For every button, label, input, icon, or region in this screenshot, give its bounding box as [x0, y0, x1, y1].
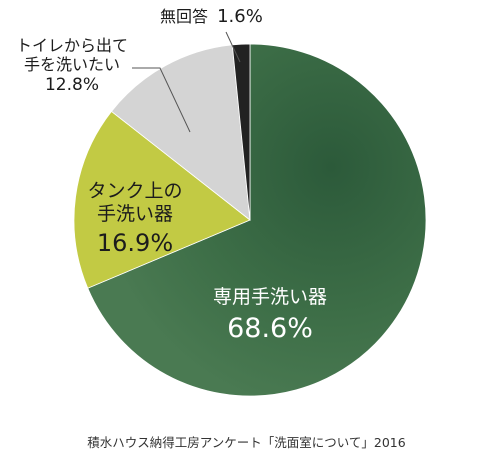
slice-tank: [73, 110, 251, 289]
slice-label-tank-name-2: 手洗い器: [96, 202, 173, 225]
slice-label-toilet-name-2: 手を洗いたい: [23, 55, 120, 75]
slice-label-tank-value: 16.9%: [96, 228, 174, 257]
slice-label-main-name: 専用手洗い器: [212, 286, 327, 308]
slice-main: [87, 43, 427, 397]
leader-line-toilet: [132, 67, 191, 133]
source-caption: 積水ハウス納得工房アンケート「洗面室について」2016: [87, 435, 406, 450]
slice-label-toilet: トイレから出て 手を洗いたい 12.8%: [2, 36, 142, 96]
slice-label-noanswer: 無回答 1.6%: [160, 6, 280, 28]
slice-label-tank-name-1: タンク上の: [87, 180, 183, 202]
slice-label-toilet-value: 12.8%: [44, 75, 99, 96]
leader-line-noanswer: [225, 31, 241, 63]
slice-label-main: 専用手洗い器 68.6%: [195, 286, 345, 345]
slice-label-noanswer-value: 1.6%: [217, 6, 263, 27]
slice-label-main-value: 68.6%: [227, 312, 313, 344]
slice-toilet: [110, 44, 251, 221]
slice-label-toilet-name-1: トイレから出て: [15, 36, 128, 55]
slice-label-noanswer-name: 無回答: [160, 7, 209, 26]
slice-label-tank: タンク上の 手洗い器 16.9%: [70, 180, 200, 257]
